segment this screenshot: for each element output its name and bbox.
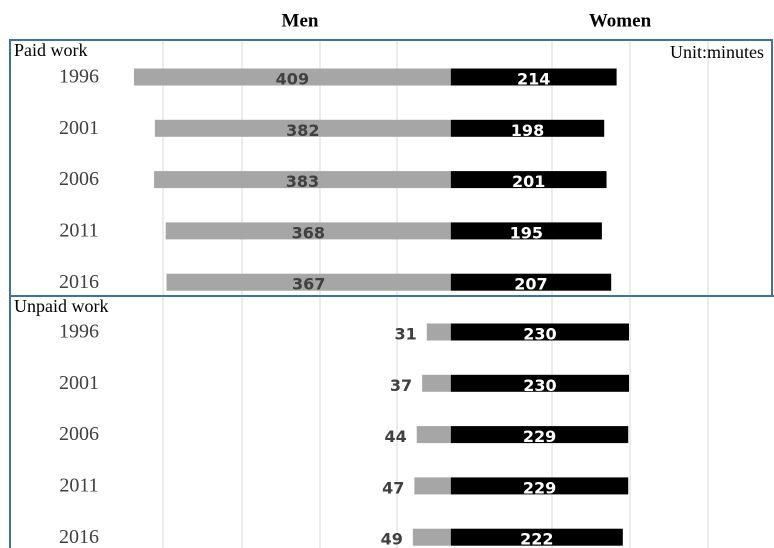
value-label: 409 <box>276 70 309 89</box>
y-tick-label: 2016 <box>59 271 99 293</box>
value-label: 31 <box>395 325 417 344</box>
value-label: 230 <box>523 376 556 395</box>
bar <box>450 477 629 495</box>
value-label: 382 <box>286 121 319 140</box>
value-label: 195 <box>510 223 543 242</box>
bar <box>450 273 612 291</box>
y-tick-label: 2006 <box>59 168 99 190</box>
bar <box>133 68 451 86</box>
y-tick-label: 1996 <box>59 66 99 88</box>
bar <box>166 273 451 291</box>
bar <box>450 426 629 444</box>
bar <box>450 119 605 137</box>
bar <box>416 426 451 444</box>
value-label: 383 <box>286 172 319 191</box>
bar <box>450 374 630 392</box>
panel-frame <box>9 295 774 548</box>
value-label: 214 <box>517 70 550 89</box>
y-tick-label: 1996 <box>59 321 99 343</box>
bar <box>165 222 451 240</box>
value-label: 229 <box>523 427 556 446</box>
unit-note: Unit:minutes <box>670 42 764 62</box>
y-tick-label: 2016 <box>59 526 99 548</box>
y-tick-label: 2001 <box>59 117 99 139</box>
value-label: 230 <box>523 325 556 344</box>
y-tick-label: 2001 <box>59 372 99 394</box>
bar <box>450 222 602 240</box>
value-label: 37 <box>390 376 412 395</box>
bar <box>414 477 451 495</box>
bar <box>426 323 451 341</box>
bar <box>154 171 451 189</box>
bar <box>450 68 617 86</box>
value-label: 44 <box>384 427 406 446</box>
y-tick-label: 2011 <box>59 474 98 496</box>
value-label: 207 <box>514 275 547 294</box>
panel-title: Paid work <box>14 40 88 60</box>
grid <box>162 40 709 548</box>
value-label: 368 <box>292 223 325 242</box>
series-header: Women <box>589 10 652 31</box>
bar <box>450 171 607 189</box>
panel-title: Unpaid work <box>14 296 108 316</box>
value-label: 47 <box>382 478 404 497</box>
bar <box>154 119 451 137</box>
value-label: 229 <box>523 478 556 497</box>
y-tick-label: 2011 <box>59 219 98 241</box>
value-label: 198 <box>511 121 544 140</box>
series-header: Men <box>282 10 319 31</box>
value-label: 201 <box>512 172 545 191</box>
y-tick-label: 2006 <box>59 423 99 445</box>
bar <box>450 528 623 546</box>
bar <box>450 323 630 341</box>
bar <box>412 528 451 546</box>
value-label: 222 <box>520 530 553 548</box>
value-label: 367 <box>292 275 325 294</box>
bar <box>422 374 451 392</box>
value-label: 49 <box>381 530 403 548</box>
